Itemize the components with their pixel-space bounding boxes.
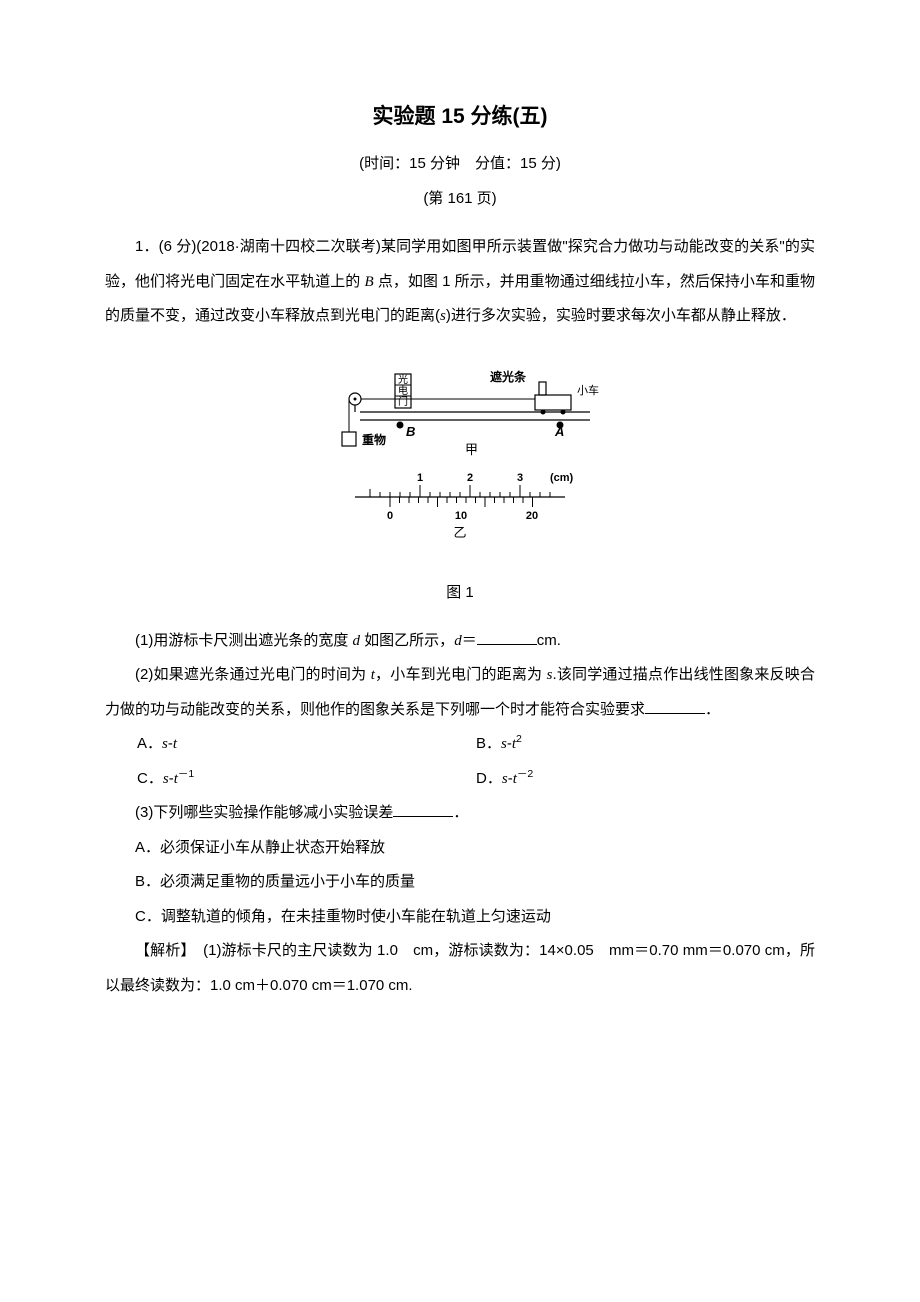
fig-vern-20: 20 bbox=[526, 510, 538, 522]
page-container: 实验题 15 分练(五) (时间：15 分钟 分值：15 分) (第 161 页… bbox=[0, 0, 920, 1302]
blank-3 bbox=[393, 801, 453, 817]
q1-optB: B．必须满足重物的质量远小于小车的质量 bbox=[105, 865, 815, 900]
solution: 【解析】 (1)游标卡尺的主尺读数为 1.0 cm，游标读数为：14×0.05 … bbox=[105, 934, 815, 1003]
fig-gate-label-1: 光 bbox=[398, 373, 408, 386]
option-row-2: C．s-t－1 D．s-t－2 bbox=[137, 762, 815, 797]
q1-p2-a: (2)如果遮光条通过光电门的时间为 bbox=[135, 666, 371, 683]
q1-p3-b: ． bbox=[453, 804, 468, 821]
option-row-1: A．s-t B．s-t2 bbox=[137, 727, 815, 762]
q1-p1-a: (1)用游标卡尺测出遮光条的宽度 bbox=[135, 632, 353, 649]
q1-intro: 1．(6 分)(2018·湖南十四校二次联考)某同学用如图甲所示装置做"探究合力… bbox=[105, 230, 815, 334]
opt-D-pre: D． bbox=[476, 770, 502, 787]
q1-optA: A．必须保证小车从静止状态开始释放 bbox=[105, 831, 815, 866]
option-A: A．s-t bbox=[137, 727, 476, 762]
fig-vern-10: 10 bbox=[455, 510, 467, 522]
q1-p1-unit: cm. bbox=[537, 632, 561, 649]
apparatus-svg: 光 电 门 遮光条 小车 重物 B A 甲 bbox=[310, 352, 610, 562]
q1-intro-b-italic: B bbox=[364, 274, 373, 290]
opt-B-sup: 2 bbox=[516, 733, 522, 745]
q1-p1-b: 如图乙所示， bbox=[360, 632, 454, 649]
figure-1: 光 电 门 遮光条 小车 重物 B A 甲 bbox=[105, 352, 815, 567]
fig-weight-label: 重物 bbox=[362, 432, 386, 447]
q1-intro-d: )进行多次实验，实验时要求每次小车都从静止释放． bbox=[446, 307, 796, 324]
q1-optC: C．调整轨道的倾角，在未挂重物时使小车能在轨道上匀速运动 bbox=[105, 900, 815, 935]
fig-cm-label: (cm) bbox=[550, 472, 574, 484]
fig-main-2: 2 bbox=[467, 472, 473, 484]
fig-vern-0: 0 bbox=[387, 510, 393, 522]
q1-p3-a: (3)下列哪些实验操作能够减小实验误差 bbox=[135, 804, 393, 821]
opt-A-pre: A． bbox=[137, 735, 162, 752]
option-B: B．s-t2 bbox=[476, 727, 815, 762]
fig-shade-label: 遮光条 bbox=[490, 369, 527, 384]
figure-caption: 图 1 bbox=[105, 581, 815, 602]
fig-B-label: B bbox=[406, 424, 415, 439]
q1-p1-d2: d bbox=[454, 633, 462, 649]
q1-p1-d: d bbox=[353, 633, 361, 649]
q1-p3: (3)下列哪些实验操作能够减小实验误差 ． bbox=[105, 796, 815, 831]
fig-A-label: A bbox=[554, 424, 564, 439]
q1-p2: (2)如果遮光条通过光电门的时间为 t，小车到光电门的距离为 s.该同学通过描点… bbox=[105, 658, 815, 727]
option-C: C．s-t－1 bbox=[137, 762, 476, 797]
fig-yi-label: 乙 bbox=[453, 525, 466, 540]
opt-D-sup: －2 bbox=[517, 768, 533, 780]
opt-B-pre: B． bbox=[476, 735, 501, 752]
fig-gate-label-3: 门 bbox=[398, 395, 408, 408]
blank-1 bbox=[477, 629, 537, 645]
fig-gate-label-2: 电 bbox=[398, 384, 408, 397]
option-D: D．s-t－2 bbox=[476, 762, 815, 797]
blank-2 bbox=[645, 698, 705, 714]
subtitle: (时间：15 分钟 分值：15 分) bbox=[105, 152, 815, 173]
fig-cart-label: 小车 bbox=[577, 383, 599, 397]
options-block: A．s-t B．s-t2 C．s-t－1 D．s-t－2 bbox=[105, 727, 815, 796]
fig-main-3: 3 bbox=[517, 472, 523, 484]
q1-p1-c: ＝ bbox=[462, 632, 477, 649]
q1-p1: (1)用游标卡尺测出遮光条的宽度 d 如图乙所示，d＝cm. bbox=[105, 624, 815, 659]
opt-C-sup: －1 bbox=[178, 768, 194, 780]
q1-p2-d: ． bbox=[705, 701, 720, 718]
q1-p2-b: ，小车到光电门的距离为 bbox=[375, 666, 547, 683]
opt-C-pre: C． bbox=[137, 770, 163, 787]
fig-jia-label: 甲 bbox=[465, 442, 478, 457]
page-reference: (第 161 页) bbox=[105, 187, 815, 208]
title: 实验题 15 分练(五) bbox=[105, 100, 815, 130]
opt-A-t: t bbox=[173, 736, 177, 752]
fig-main-1: 1 bbox=[417, 472, 423, 484]
